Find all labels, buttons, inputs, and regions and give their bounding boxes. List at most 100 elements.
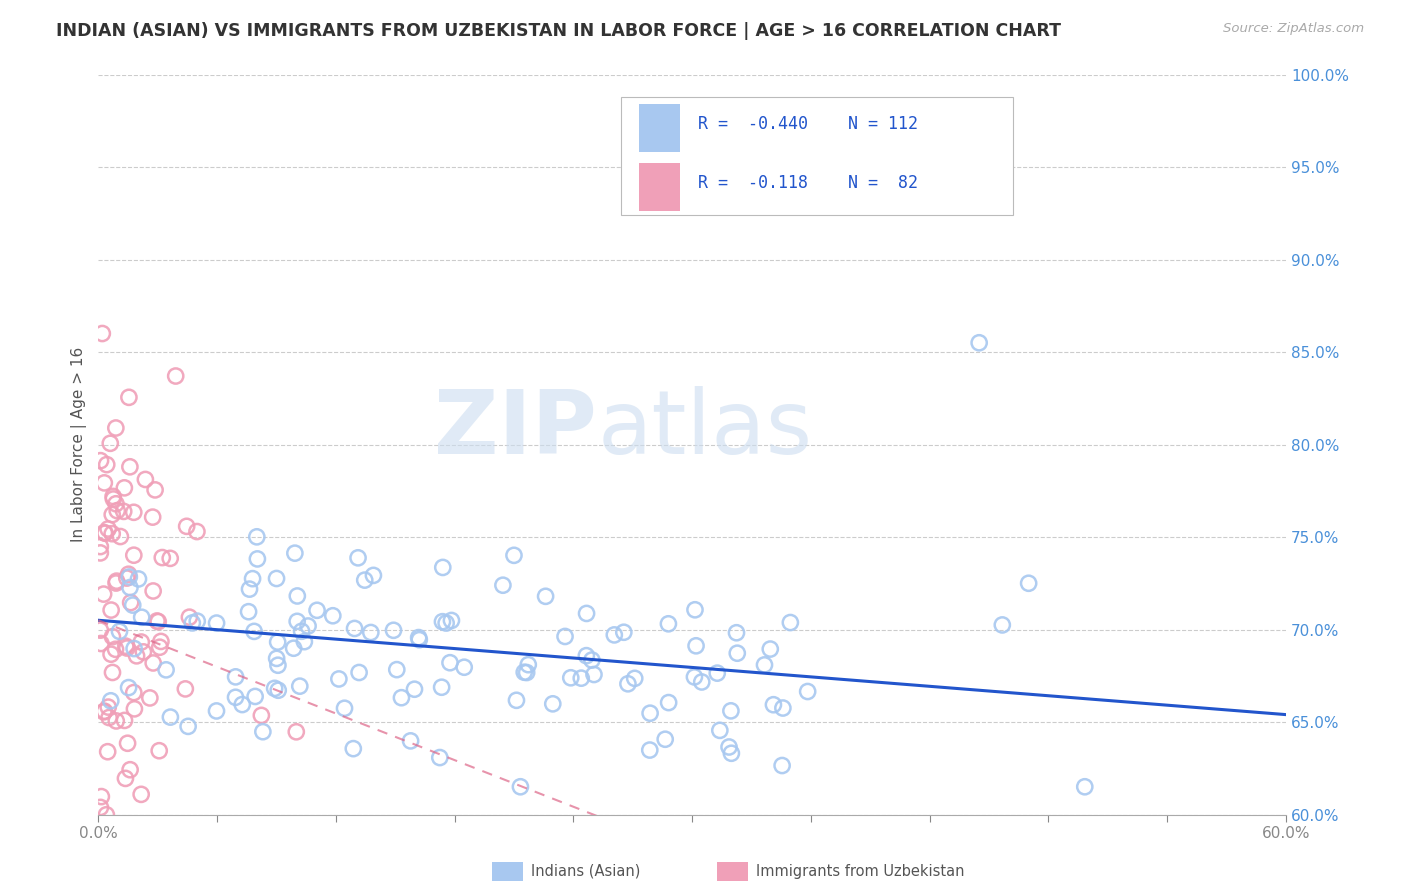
Point [770,758,793,772]
Point [266,572,288,586]
Point [638,743,661,757]
Point [347,665,370,680]
Point [353,573,375,587]
Point [772,701,794,715]
Point [118,459,141,474]
Point [267,658,290,673]
Point [98,710,121,724]
Point [285,589,308,603]
Point [101,490,124,504]
Point [120,763,142,777]
Point [385,663,408,677]
Point [149,634,172,648]
Point [250,708,273,723]
Point [89,623,111,637]
Point [100,603,122,617]
Point [517,657,540,672]
Point [114,714,136,728]
Point [96,807,118,822]
Point [440,614,463,628]
Point [434,615,457,630]
Point [205,704,228,718]
Point [174,681,197,696]
Point [613,625,636,640]
Point [104,497,127,511]
Point [754,657,776,672]
Point [101,665,124,680]
Point [124,702,146,716]
Point [242,572,264,586]
Point [343,622,366,636]
Point [103,491,125,506]
Point [534,590,557,604]
Point [129,635,152,649]
Point [246,530,269,544]
Point [360,625,382,640]
Point [252,724,274,739]
Point [581,653,603,667]
Point [114,772,136,786]
Point [122,548,145,562]
Point [363,568,385,582]
Point [285,615,308,629]
Point [89,800,111,814]
Point [683,603,706,617]
Point [148,615,170,629]
Point [143,820,166,834]
Point [93,840,115,855]
Point [94,526,117,541]
Point [382,624,405,638]
Point [796,684,818,698]
Point [179,610,201,624]
Point [762,698,785,712]
Point [148,744,170,758]
Point [143,483,166,497]
Point [110,529,132,543]
Point [690,675,713,690]
Point [432,615,454,629]
Point [322,608,344,623]
Point [225,670,247,684]
Point [93,587,115,601]
Point [284,546,307,560]
Point [97,522,120,536]
Bar [638,104,681,153]
Point [408,632,430,647]
Point [186,614,208,628]
Point [139,690,162,705]
Point [638,706,661,721]
Point [155,663,177,677]
Point [159,551,181,566]
Point [617,677,640,691]
Point [658,696,681,710]
Point [134,473,156,487]
Point [93,475,115,490]
Point [342,741,364,756]
Point [288,679,311,693]
Point [89,847,111,861]
Point [122,641,145,656]
Point [101,508,124,522]
Point [104,421,127,435]
Point [231,698,253,712]
Point [97,700,120,714]
Point [603,628,626,642]
Point [142,656,165,670]
Point [709,723,731,738]
Point [117,567,139,582]
Point [105,574,128,588]
Point [142,584,165,599]
Point [146,614,169,628]
Point [117,681,139,695]
Point [205,616,228,631]
Point [122,505,145,519]
Point [513,665,536,680]
Point [575,607,598,621]
Point [105,714,128,728]
Point [654,732,676,747]
Point [181,615,204,630]
Point [554,630,576,644]
Text: R =  -0.440    N = 112: R = -0.440 N = 112 [699,115,918,133]
Point [706,666,728,681]
Point [118,390,141,404]
